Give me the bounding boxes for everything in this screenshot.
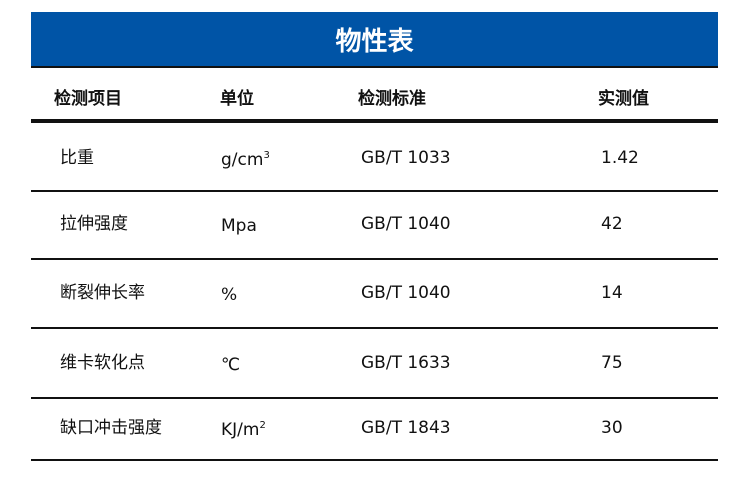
row-divider xyxy=(31,327,718,329)
cell-standard: GB/T 1040 xyxy=(361,214,451,234)
unit-text: KJ/m xyxy=(221,419,260,440)
standard-text: GB/T 1040 xyxy=(361,283,451,303)
cell-value: 14 xyxy=(601,283,623,303)
value-text: 14 xyxy=(601,283,623,303)
item-text: 拉伸强度 xyxy=(60,214,128,234)
cell-item: 维卡软化点 xyxy=(60,353,145,373)
unit-text: % xyxy=(221,284,238,305)
cell-value: 1.42 xyxy=(601,148,639,168)
cell-value: 75 xyxy=(601,353,623,373)
row-divider xyxy=(31,397,718,399)
cell-standard: GB/T 1843 xyxy=(361,418,451,438)
item-text: 维卡软化点 xyxy=(60,353,145,373)
value-text: 1.42 xyxy=(601,148,639,168)
cell-item: 断裂伸长率 xyxy=(60,283,145,303)
standard-text: GB/T 1033 xyxy=(361,148,451,168)
unit-text: g/cm xyxy=(221,149,264,170)
item-text: 缺口冲击强度 xyxy=(60,418,162,438)
cell-item: 缺口冲击强度 xyxy=(60,418,162,438)
header-item: 检测项目 xyxy=(54,89,122,109)
unit-superscript: 3 xyxy=(263,150,270,162)
cell-value: 30 xyxy=(601,418,623,438)
unit-text: ℃ xyxy=(221,354,241,375)
cell-item: 比重 xyxy=(60,148,94,168)
cell-standard: GB/T 1633 xyxy=(361,353,451,373)
row-divider xyxy=(31,459,718,461)
header-unit: 单位 xyxy=(220,89,254,109)
cell-standard: GB/T 1040 xyxy=(361,283,451,303)
standard-text: GB/T 1040 xyxy=(361,214,451,234)
cell-unit: g/cm3 xyxy=(221,146,270,170)
value-text: 42 xyxy=(601,214,623,234)
cell-item: 拉伸强度 xyxy=(60,214,128,234)
cell-unit: ℃ xyxy=(221,351,240,375)
row-divider xyxy=(31,258,718,260)
header-standard: 检测标准 xyxy=(358,89,426,109)
header-divider xyxy=(31,119,718,123)
cell-standard: GB/T 1033 xyxy=(361,148,451,168)
item-text: 比重 xyxy=(60,148,94,168)
unit-text: Mpa xyxy=(221,215,257,236)
standard-text: GB/T 1843 xyxy=(361,418,451,438)
cell-unit: KJ/m2 xyxy=(221,416,266,440)
header-value: 实测值 xyxy=(598,89,649,109)
cell-unit: Mpa xyxy=(221,212,257,236)
row-divider xyxy=(31,190,718,192)
table-title: 物性表 xyxy=(31,12,718,68)
standard-text: GB/T 1633 xyxy=(361,353,451,373)
value-text: 75 xyxy=(601,353,623,373)
value-text: 30 xyxy=(601,418,623,438)
cell-unit: % xyxy=(221,281,237,305)
item-text: 断裂伸长率 xyxy=(60,283,145,303)
cell-value: 42 xyxy=(601,214,623,234)
unit-superscript: 2 xyxy=(259,420,266,432)
